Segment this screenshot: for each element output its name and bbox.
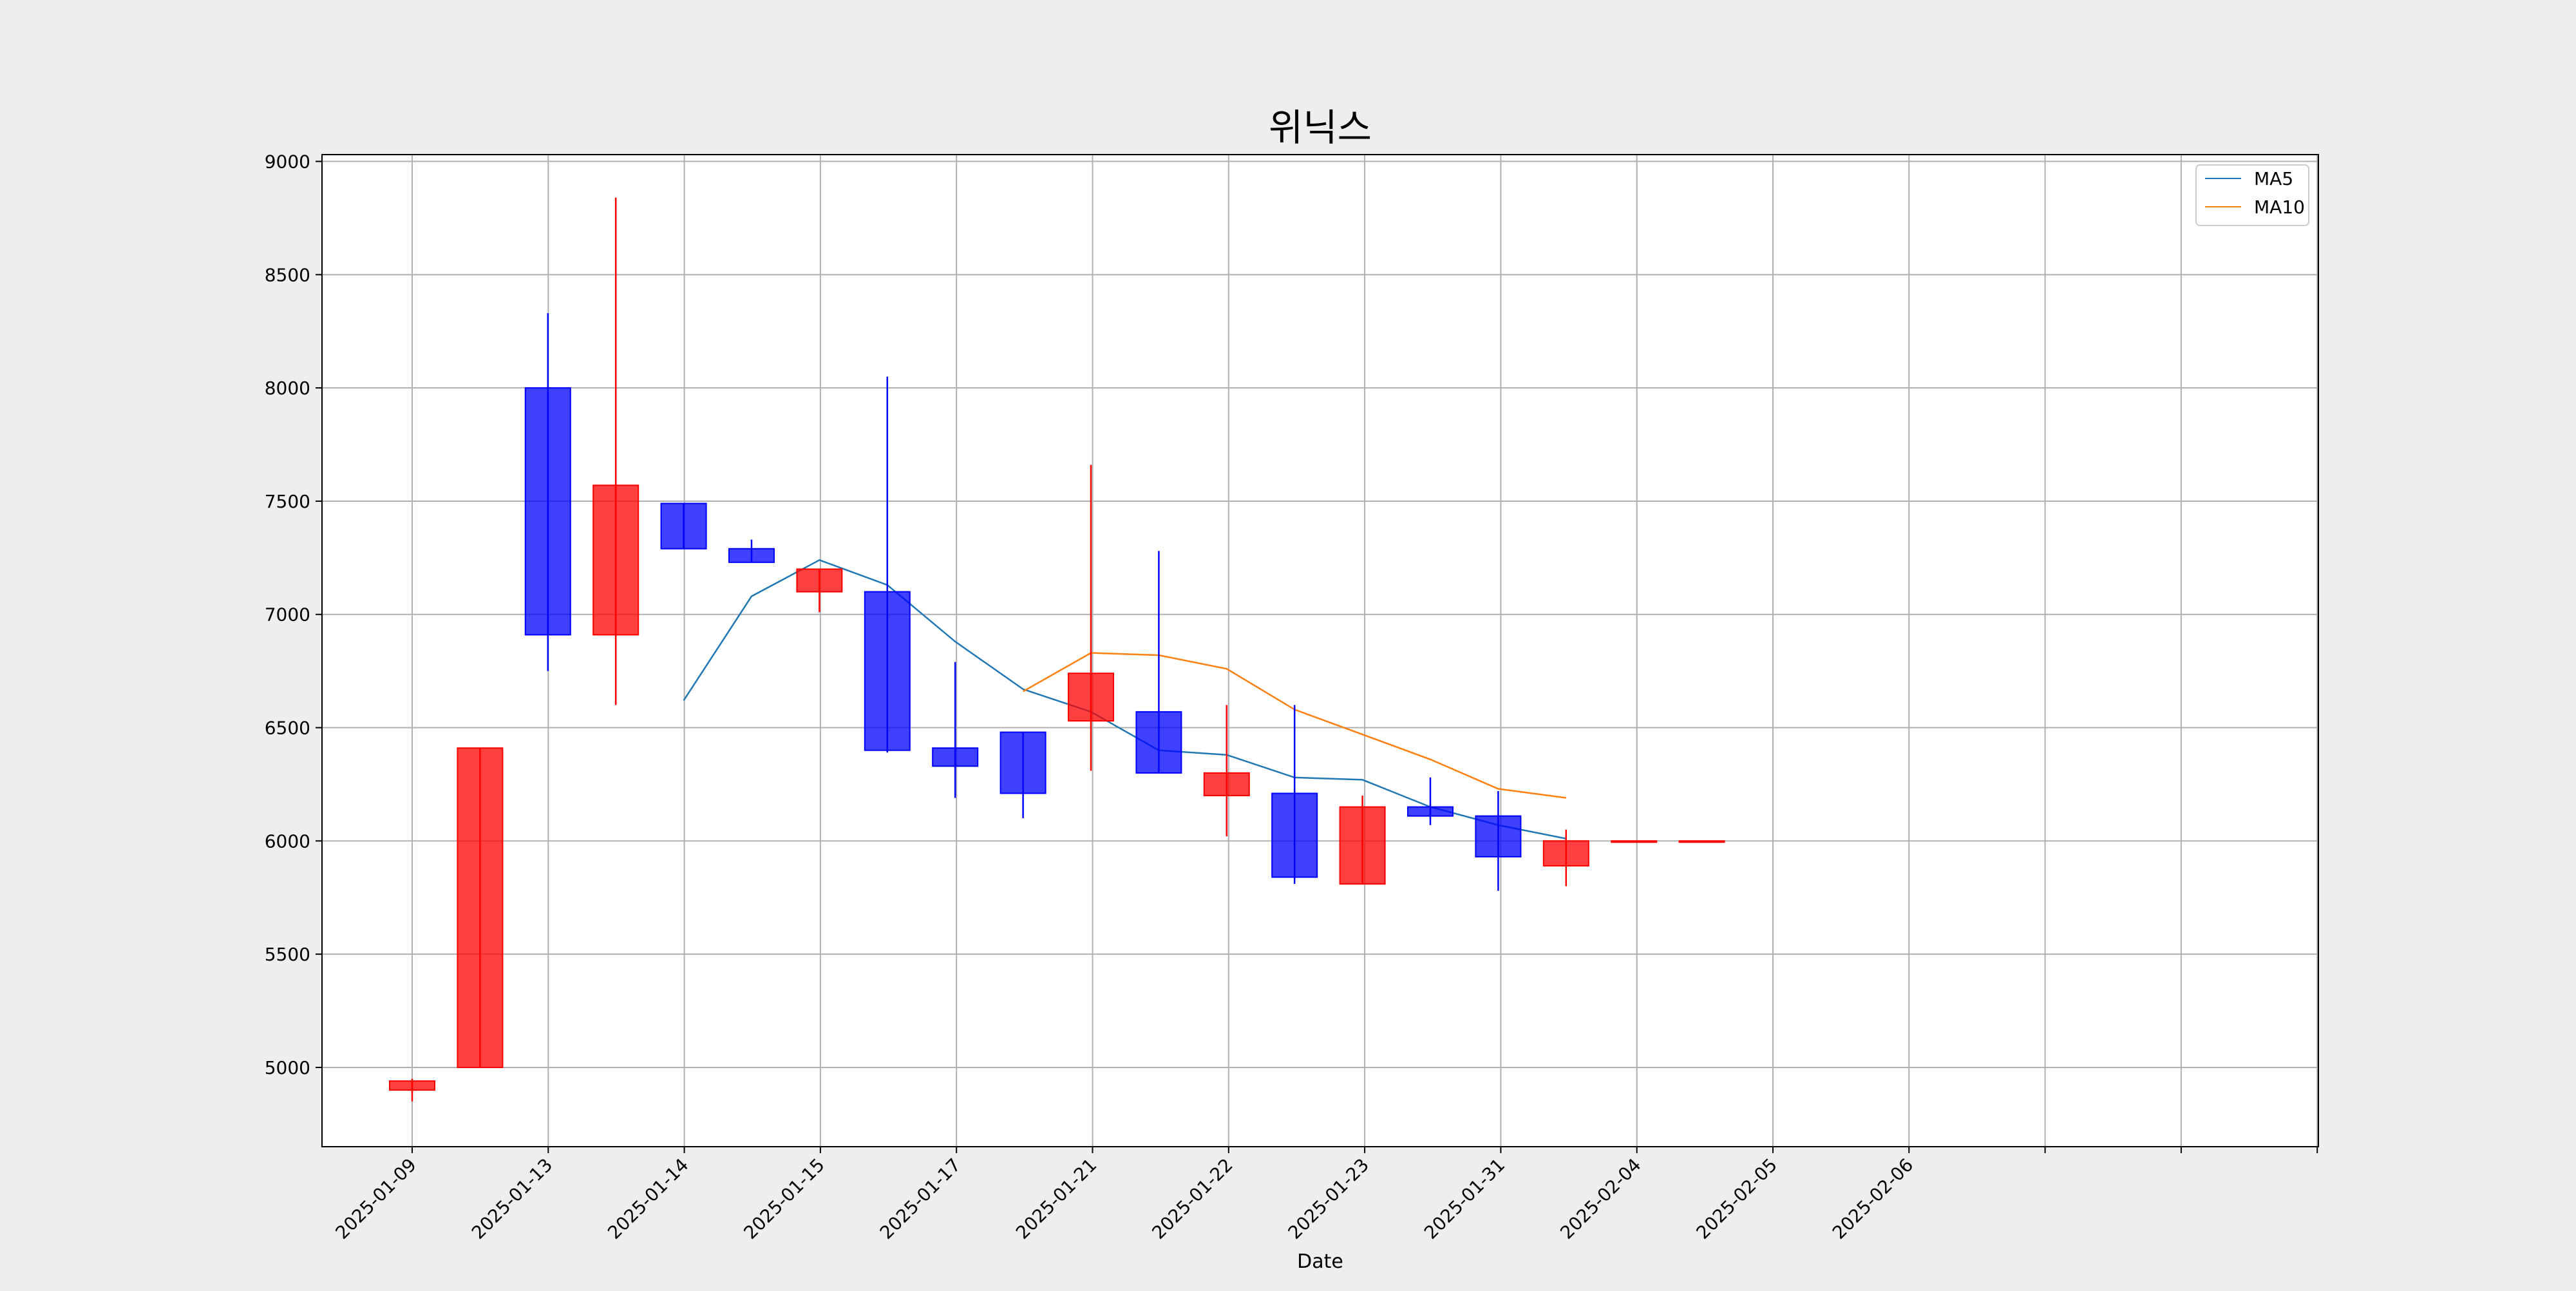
y-tick-label: 8500: [265, 264, 310, 285]
x-tick-label: 2025-01-23: [1284, 1154, 1373, 1243]
x-tick-label: 2025-01-22: [1148, 1154, 1236, 1243]
x-tick-label: 2025-01-17: [876, 1154, 965, 1243]
legend: MA5 MA10: [2195, 164, 2309, 226]
candle-body: [728, 548, 775, 563]
candle-body: [932, 747, 979, 767]
candle-body: [1339, 806, 1386, 885]
legend-ma5-label: MA5: [2254, 168, 2293, 189]
x-tick-label: 2025-01-21: [1012, 1154, 1101, 1243]
legend-box: [2195, 164, 2309, 226]
candle-body: [1203, 772, 1250, 797]
candle-body: [1068, 673, 1114, 722]
chart-title: 위닉스: [1269, 106, 1372, 149]
y-tick-label: 7000: [265, 604, 310, 626]
candle-body: [999, 731, 1046, 794]
plot-area: [322, 155, 2318, 1147]
candle-body: [1678, 840, 1725, 843]
y-tick-label: 5500: [265, 944, 310, 965]
candle-body: [1611, 840, 1658, 843]
candle-body: [1271, 792, 1318, 878]
candle-body: [1135, 711, 1182, 774]
candle-body: [1407, 806, 1454, 817]
x-tick-label: 2025-01-14: [603, 1154, 692, 1243]
x-tick-label: 2025-01-13: [468, 1154, 556, 1243]
y-tick-label: 7500: [265, 491, 310, 512]
x-tick-label: 2025-01-31: [1420, 1154, 1509, 1243]
y-tick-label: 8000: [265, 378, 310, 399]
candle-body: [389, 1080, 435, 1091]
x-tick-label: 2025-01-09: [332, 1154, 421, 1243]
candle-body: [457, 747, 504, 1068]
candle-body: [524, 387, 571, 636]
candle-layer: [389, 197, 1725, 1102]
candle-body: [1542, 840, 1589, 867]
candle-body: [660, 502, 707, 550]
y-tick-label: 6000: [265, 830, 310, 852]
x-tick-label: 2025-02-06: [1828, 1154, 1917, 1243]
x-axis-label: Date: [1297, 1250, 1343, 1273]
x-tick-label: 2025-02-04: [1556, 1154, 1645, 1243]
y-tick-label: 9000: [265, 151, 310, 173]
x-tick-label: 2025-01-15: [739, 1154, 828, 1243]
candle-body: [592, 484, 639, 636]
legend-ma10-label: MA10: [2254, 196, 2305, 218]
y-tick-label: 5000: [265, 1057, 310, 1078]
y-tick-label: 6500: [265, 718, 310, 739]
plot-frame: [321, 154, 2319, 1147]
x-tick-label: 2025-02-05: [1692, 1154, 1781, 1243]
candle-body: [864, 591, 911, 751]
ma-line-ma5: [683, 559, 1567, 840]
candle-body: [796, 568, 843, 593]
candle-body: [1475, 815, 1522, 857]
